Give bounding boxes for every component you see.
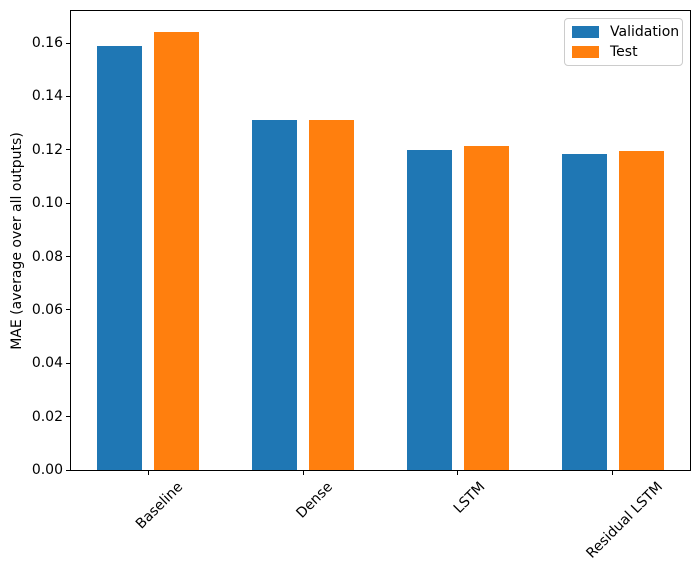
plot-area [70,10,691,471]
y-tick-mark [66,416,70,418]
x-tick-mark [147,471,149,475]
y-tick-mark [66,149,70,151]
y-tick-label: 0.14 [31,88,63,105]
bar-test-baseline [154,32,200,470]
bar-validation-residual-lstm [561,153,607,470]
y-tick-mark [66,309,70,311]
x-tick-label-baseline: Baseline [133,478,187,532]
y-tick-mark [66,95,70,97]
bar-validation-lstm [406,149,452,470]
y-tick-label: 0.06 [31,301,63,318]
x-tick-label-lstm: LSTM [450,478,489,517]
legend-entry-validation: Validation [572,23,679,41]
legend-label-validation: Validation [610,24,680,40]
y-tick-label: 0.16 [31,35,63,51]
bar-test-dense [309,120,355,470]
bar-test-lstm [463,145,509,470]
y-tick-label: 0.04 [31,355,63,372]
y-tick-label: 0.00 [31,462,63,478]
y-tick-label: 0.08 [31,248,63,265]
legend-label-test: Test [610,44,638,60]
y-axis-label: MAE (average over all outputs) [9,132,25,350]
y-tick-label: 0.10 [31,195,63,212]
bar-validation-baseline [97,45,143,470]
y-tick-mark [66,469,70,471]
y-tick-mark [66,256,70,257]
y-tick-label: 0.02 [31,408,63,425]
x-tick-mark [457,471,459,475]
x-tick-mark [612,471,614,475]
bar-test-residual-lstm [618,151,664,470]
x-tick-label-dense: Dense [293,478,337,522]
y-tick-label: 0.12 [31,141,63,158]
test-swatch-icon [572,46,599,58]
y-tick-mark [66,362,70,364]
y-tick-mark [66,42,70,44]
bar-validation-dense [252,120,298,470]
validation-swatch-icon [572,26,599,38]
y-tick-mark [66,202,70,204]
x-tick-mark [302,471,304,475]
legend: Validation Test [564,18,683,66]
x-tick-label-residual-lstm: Residual LSTM [582,478,666,562]
bars-layer [71,11,690,470]
legend-entry-test: Test [572,43,674,61]
